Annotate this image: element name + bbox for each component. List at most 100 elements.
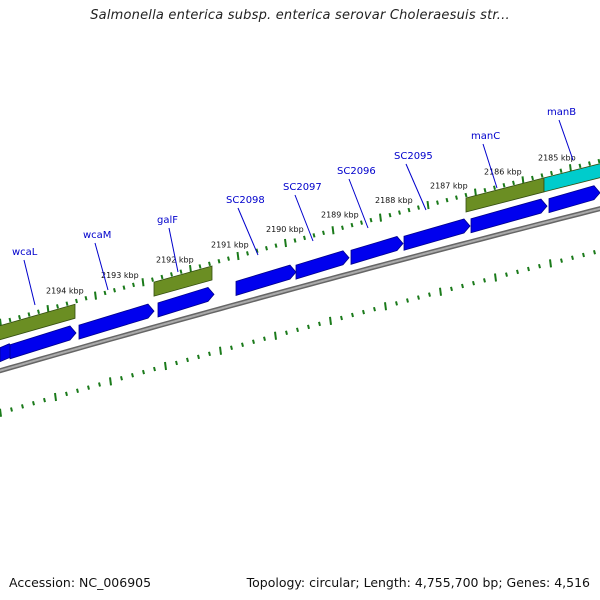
tick-mark-inner [384,302,387,311]
gene-label[interactable]: SC2098 [226,195,265,206]
cds-arrow[interactable] [9,325,77,360]
cds-arrow[interactable] [235,264,297,296]
tick-mark-inner [527,266,530,272]
tick-mark-inner [340,315,343,321]
gene-label[interactable]: SC2096 [337,166,376,177]
kbp-label: 2185 kbp [538,153,576,162]
tick-mark-outer [493,185,496,190]
tick-mark-outer [350,222,354,228]
tick-mark-outer [236,251,240,261]
kbp-label: 2193 kbp [101,271,139,280]
kbp-label: 2188 kbp [375,196,413,205]
tick-mark-outer [170,272,173,277]
tick-mark-outer [379,213,382,222]
tick-mark-outer [407,207,411,213]
cds-arrow[interactable] [78,303,155,340]
feature-bar-wcaL[interactable] [0,303,76,341]
tick-mark-outer [8,317,12,323]
tick-mark-inner [153,366,156,372]
tick-mark-outer [37,309,40,315]
tick-mark-outer [151,277,154,282]
cds-arrow[interactable] [295,250,350,280]
kbp-label: 2191 kbp [211,240,249,249]
tick-mark-inner [208,351,211,357]
tick-mark-inner [351,312,354,318]
map-title: Salmonella enterica subsp. enterica sero… [90,8,510,23]
tick-mark-outer [398,210,401,215]
tick-mark-inner [329,316,332,326]
tick-mark-outer [483,187,487,193]
tick-mark-inner [175,360,178,366]
tick-mark-inner [197,354,200,360]
tick-mark-inner [54,392,57,402]
tick-mark-inner [43,397,46,403]
tick-mark-outer [274,243,278,248]
tick-mark-inner [571,255,574,261]
tick-mark-inner [219,346,222,355]
gene-label[interactable]: manB [547,107,576,118]
cds-arrow[interactable] [403,218,471,251]
gene-leader-line [94,242,109,291]
tick-mark-outer [227,256,230,261]
tick-mark-inner [263,336,266,342]
tick-mark-outer [464,192,468,198]
tick-mark-outer [360,220,363,225]
tick-mark-inner [98,382,101,387]
cds-arrow[interactable] [470,198,548,234]
tick-mark-outer [103,290,107,296]
tick-mark-outer [303,235,306,241]
tick-mark-outer [559,168,563,173]
gene-label[interactable]: SC2095 [394,151,433,162]
tick-mark-outer [255,248,259,254]
tick-mark-inner [109,377,112,386]
tick-mark-outer [84,296,88,301]
kbp-label: 2189 kbp [321,210,359,219]
tick-mark-inner [32,400,35,406]
tick-mark-outer [578,163,582,169]
tick-mark-inner [296,327,299,333]
feature-bar-manB[interactable] [543,162,600,193]
gene-label[interactable]: galF [157,215,178,226]
tick-mark-inner [549,259,552,268]
tick-mark-outer [550,170,553,176]
cds-arrow[interactable] [548,185,600,214]
tick-mark-outer [132,282,135,288]
genome-summary: Topology: circular; Length: 4,755,700 bp… [246,575,590,590]
tick-mark-inner [252,339,255,344]
tick-mark-inner [373,306,376,312]
feature-bar-galF[interactable] [153,265,213,297]
tick-mark-outer [208,261,211,267]
tick-mark-inner [428,292,431,297]
tick-mark-inner [439,287,442,296]
tick-mark-outer [445,197,449,203]
tick-mark-outer [426,200,430,210]
tick-mark-outer [160,274,164,280]
tick-mark-inner [406,298,409,303]
tick-mark-inner [285,330,288,336]
tick-mark-inner [307,324,310,330]
tick-mark-inner [472,280,475,286]
tick-mark-outer [540,173,544,178]
tick-mark-outer [246,251,249,256]
cds-arrow[interactable] [157,286,215,318]
kbp-label: 2187 kbp [430,181,468,190]
gene-label[interactable]: manC [471,131,500,142]
tick-mark-outer [122,285,126,290]
gene-leader-line [482,143,498,189]
tick-mark-inner [120,376,123,381]
gene-label[interactable]: SC2097 [283,182,322,193]
tick-mark-inner [142,369,145,375]
cds-arrow[interactable] [350,236,404,265]
tick-mark-inner [395,301,398,306]
tick-mark-inner [10,407,13,412]
tick-mark-inner [318,321,321,327]
tick-mark-outer [217,258,221,264]
tick-mark-outer [588,161,591,166]
gene-leader-line [348,178,369,229]
tick-mark-inner [241,342,244,348]
tick-mark-inner [230,345,233,351]
kbp-label: 2192 kbp [156,256,194,265]
gene-label[interactable]: wcaL [12,247,38,258]
gene-label[interactable]: wcaM [83,230,111,241]
